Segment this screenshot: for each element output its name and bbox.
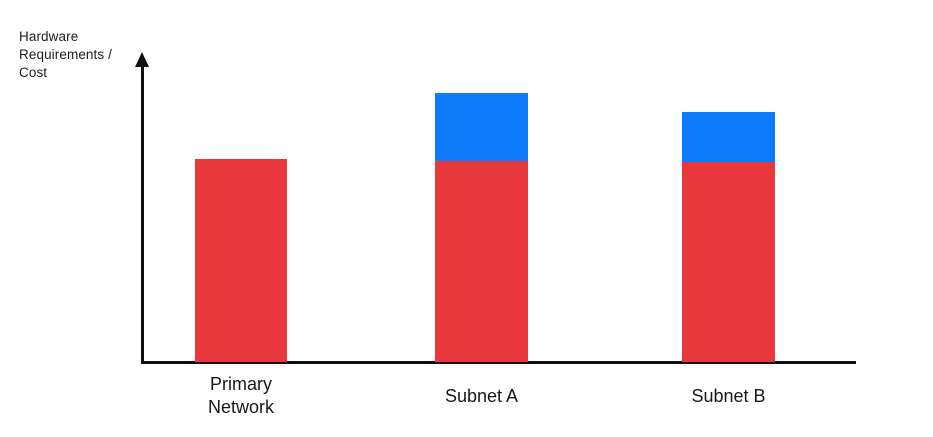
x-axis-label-subnet-b: Subnet B bbox=[691, 385, 766, 406]
bar-subnet-b bbox=[682, 112, 775, 362]
x-axis-line bbox=[141, 361, 856, 364]
bar-primary-network bbox=[195, 159, 287, 362]
y-axis-line bbox=[141, 60, 144, 364]
red-base-segment-subnet-a bbox=[435, 161, 528, 362]
y-axis-label: Hardware Requirements / Cost bbox=[19, 29, 112, 80]
blue-top-segment-subnet-a bbox=[435, 93, 528, 161]
bar-subnet-a bbox=[435, 93, 528, 362]
x-axis-label-primary-network: Primary Network bbox=[207, 374, 274, 417]
y-axis-arrowhead-icon bbox=[135, 52, 149, 67]
blue-top-segment-subnet-b bbox=[682, 112, 775, 162]
red-base-segment-subnet-b bbox=[682, 162, 775, 362]
x-axis-label-subnet-a: Subnet A bbox=[444, 385, 519, 406]
red-base-segment-primary-network bbox=[195, 159, 287, 362]
